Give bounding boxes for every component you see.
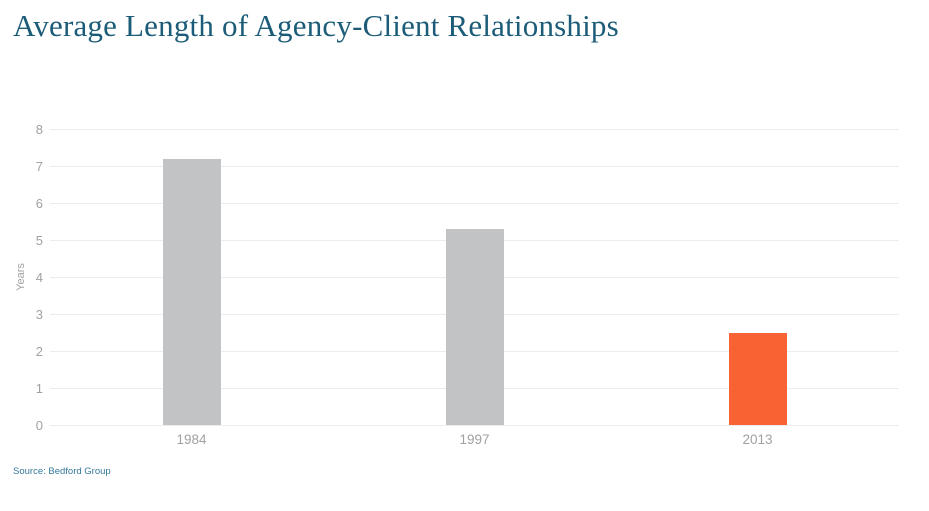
bar-chart-plot-area: 0 1 2 3 4 5 6 7 8 1984 1997 2013	[36, 123, 899, 447]
y-tick-label-0: 0	[35, 417, 43, 433]
gridline-y-6	[50, 202, 899, 204]
bar-2013	[728, 332, 787, 425]
y-tick-label-5: 5	[35, 232, 43, 248]
y-tick-label-2: 2	[35, 343, 43, 359]
x-tick-label-2013: 2013	[742, 432, 773, 447]
y-tick-label-4: 4	[35, 269, 43, 285]
y-tick-label-1: 1	[35, 380, 43, 396]
gridline-y-7	[50, 165, 899, 167]
x-tick-label-1997: 1997	[459, 432, 490, 447]
source-note: Source: Bedford Group	[13, 466, 111, 477]
chart-title: Average Length of Agency-Client Relation…	[13, 8, 619, 43]
y-tick-label-7: 7	[35, 158, 43, 174]
y-tick-label-6: 6	[35, 195, 43, 211]
gridline-y-0	[50, 424, 899, 426]
y-tick-label-8: 8	[35, 121, 43, 137]
x-tick-label-1984: 1984	[176, 432, 207, 447]
bar-1984	[162, 158, 221, 425]
gridline-y-8	[50, 128, 899, 130]
y-tick-label-3: 3	[35, 306, 43, 322]
bar-1997	[445, 228, 504, 425]
